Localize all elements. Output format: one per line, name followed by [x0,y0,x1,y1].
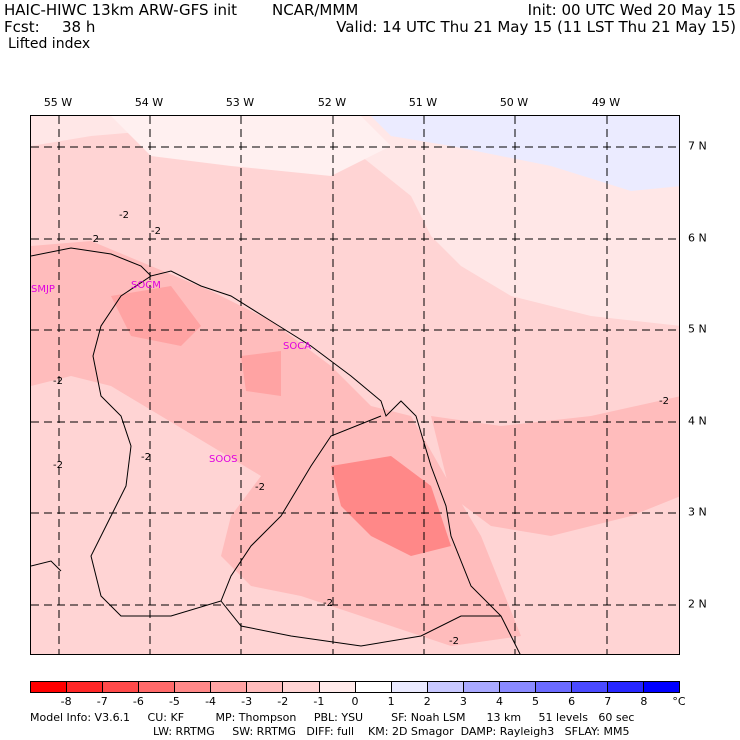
shade-core [111,286,201,346]
contour-label: -2 [323,598,333,609]
color-swatch [31,682,68,692]
shade-positive [371,116,679,191]
shade-lighter [111,116,391,176]
contour-label: -2 [151,226,161,237]
color-scale-tick: 1 [387,695,395,708]
color-scale-tick: -1 [313,695,325,708]
lat-label: 6 N [688,231,707,245]
station-label: SOCA [283,341,311,352]
lat-label: 7 N [688,139,707,153]
graticule [31,116,679,654]
lon-label: 53 W [225,96,255,109]
lon-label: 54 W [134,96,164,109]
lon-label: 49 W [591,96,621,109]
color-swatch [644,682,680,692]
color-swatch [355,682,392,692]
color-swatch [463,682,500,692]
shade-moderate-east [431,396,679,536]
station-label: SOCM [131,280,161,291]
contour-label: -2 [449,636,459,647]
lon-label: 51 W [408,96,438,109]
map-svg: SMJP SOCM SOCA SOOS -2 -2 -2 -2 -2 -2 -2… [31,116,679,654]
color-swatch [499,682,536,692]
color-scale-tick: 5 [532,695,540,708]
lifted-index-map: SMJP SOCM SOCA SOOS -2 -2 -2 -2 -2 -2 -2… [30,115,680,655]
shade-light [31,116,679,326]
shade-core [241,351,281,396]
color-swatch [391,682,428,692]
lon-label: 52 W [317,96,347,109]
lon-label: 55 W [43,96,73,109]
color-scale [30,681,680,693]
color-scale-tick: -7 [96,695,108,708]
color-scale-tick: 4 [495,695,503,708]
color-scale-tick: -2 [277,695,289,708]
org-label: NCAR/MMM [272,1,359,19]
lat-label: 2 N [688,597,707,611]
contour-label: -2 [255,482,265,493]
model-info-line2: LW: RRTMG SW: RRTMG DIFF: full KM: 2D Sm… [153,725,630,738]
model-info-line1: Model Info: V3.6.1 CU: KF MP: Thompson P… [30,711,635,724]
contour-label: -2 [141,452,151,463]
color-swatch [535,682,572,692]
forecast-label: Fcst: [4,18,40,36]
color-swatch [139,682,176,692]
color-swatch [103,682,140,692]
color-scale-tick: 3 [459,695,467,708]
color-scale-tick: 2 [423,695,431,708]
color-swatch [175,682,212,692]
color-swatch [247,682,284,692]
contour-label: -2 [53,460,63,471]
color-scale-tick: -8 [60,695,72,708]
contour-label: -2 [89,234,99,245]
contour-label: -2 [659,396,669,407]
color-scale-unit: °C [672,695,686,708]
init-time: Init: 00 UTC Wed 20 May 15 [527,1,736,19]
shade-core [331,456,451,556]
color-swatch [319,682,356,692]
model-title: HAIC-HIWC 13km ARW-GFS init [4,1,238,19]
forecast-hour: 38 h [62,18,96,36]
color-swatch [427,682,464,692]
color-swatch [608,682,645,692]
color-swatch [211,682,248,692]
color-swatch [67,682,104,692]
color-swatch [571,682,608,692]
color-scale-tick: -4 [205,695,217,708]
lat-label: 3 N [688,505,707,519]
color-scale-tick: -6 [132,695,144,708]
contour-label: -2 [53,376,63,387]
color-scale-tick: 0 [351,695,359,708]
contour-label: -2 [119,210,129,221]
color-scale-tick: 7 [604,695,612,708]
lon-label: 50 W [499,96,529,109]
lat-label: 4 N [688,414,707,428]
color-scale-tick: 8 [640,695,648,708]
valid-time: Valid: 14 UTC Thu 21 May 15 (11 LST Thu … [336,18,736,36]
station-label: SOOS [209,454,237,465]
color-scale-tick: 6 [568,695,576,708]
coastline [31,247,521,654]
lat-label: 5 N [688,322,707,336]
color-swatch [283,682,320,692]
color-scale-tick: -5 [168,695,180,708]
field-name: Lifted index [8,36,91,52]
color-scale-tick: -3 [241,695,253,708]
station-label: SMJP [31,284,55,295]
